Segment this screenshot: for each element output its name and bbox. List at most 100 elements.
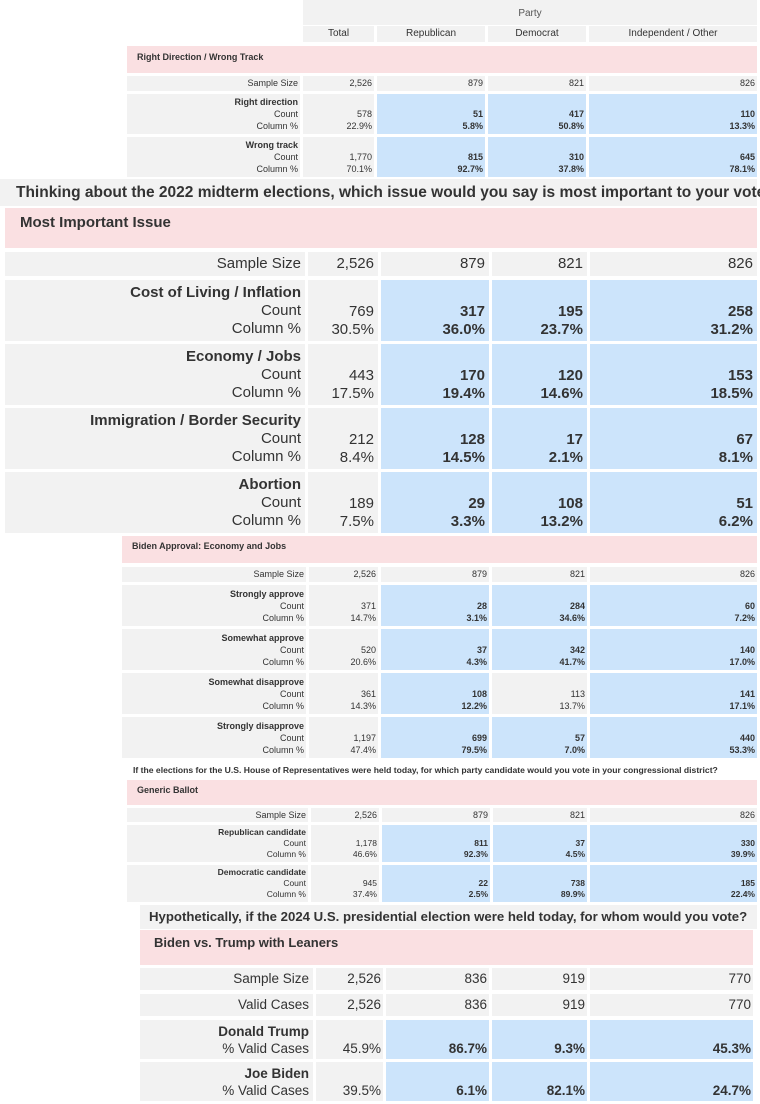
cell: 45.3% — [590, 1020, 753, 1059]
pct-label: Column % — [231, 447, 301, 465]
cell: 108 13.2% — [492, 472, 587, 533]
cell: 879 — [377, 76, 485, 91]
cell: 86.7% — [386, 1020, 489, 1059]
sample-size-label: Sample Size — [140, 968, 313, 990]
cell: 826 — [590, 252, 757, 276]
cell: 310 37.8% — [488, 137, 586, 177]
cell: 645 78.1% — [589, 137, 757, 177]
row-title: Economy / Jobs — [185, 347, 301, 365]
sample-size-label: Sample Size — [122, 567, 306, 582]
row-title: Abortion — [238, 475, 301, 493]
row-label: Donald Trump% Valid Cases — [140, 1020, 313, 1059]
cell: 770 — [590, 994, 753, 1016]
cell: 51 5.8% — [377, 94, 485, 134]
cell: 185 22.4% — [590, 865, 757, 902]
table-title: Biden Approval: Economy and Jobs — [122, 536, 757, 563]
cell: 417 50.8% — [488, 94, 586, 134]
cell: 37 4.5% — [493, 825, 587, 862]
cell: 770 — [590, 968, 753, 990]
cell: 17 2.1% — [492, 408, 587, 469]
row-label: Economy / Jobs Count Column % — [5, 344, 305, 405]
row-label: Immigration / Border Security Count Colu… — [5, 408, 305, 469]
col-header-republican: Republican — [377, 26, 485, 42]
cell: 879 — [381, 567, 489, 582]
question-text: Thinking about the 2022 midterm election… — [0, 179, 760, 206]
cell: 128 14.5% — [381, 408, 489, 469]
cell: 879 — [382, 808, 490, 822]
cell: 2,526 — [316, 994, 383, 1016]
cell: 189 7.5% — [308, 472, 378, 533]
cell: 22 2.5% — [382, 865, 490, 902]
cell: 212 8.4% — [308, 408, 378, 469]
cell: 1,178 46.6% — [311, 825, 379, 862]
cell: 578 22.9% — [303, 94, 374, 134]
cell: 195 23.7% — [492, 280, 587, 341]
count-label: Count — [260, 301, 301, 319]
cell: 821 — [492, 252, 587, 276]
cell: 9.3% — [492, 1020, 587, 1059]
cell: 919 — [492, 994, 587, 1016]
cell: 443 17.5% — [308, 344, 378, 405]
cell: 2,526 — [316, 968, 383, 990]
cell: 1,770 70.1% — [303, 137, 374, 177]
cell: 140 17.0% — [590, 629, 757, 670]
row-label: Strongly approve Count Column % — [122, 585, 306, 626]
cell: 945 37.4% — [311, 865, 379, 902]
row-title: Right direction — [234, 97, 299, 107]
cell: 811 92.3% — [382, 825, 490, 862]
cell: 361 14.3% — [309, 673, 378, 714]
row-label: Democratic candidate Count Column % — [127, 865, 308, 902]
sample-size-label: Sample Size — [127, 76, 300, 91]
party-header: Party — [303, 0, 757, 25]
row-title: Cost of Living / Inflation — [130, 283, 301, 301]
count-label: Count — [260, 365, 301, 383]
cell: 24.7% — [590, 1062, 753, 1101]
table-title: Generic Ballot — [127, 780, 757, 805]
table-title: Biden vs. Trump with Leaners — [140, 930, 753, 965]
cell: 371 14.7% — [309, 585, 378, 626]
row-label: Cost of Living / Inflation Count Column … — [5, 280, 305, 341]
cell: 120 14.6% — [492, 344, 587, 405]
row-label: Republican candidate Count Column % — [127, 825, 308, 862]
cell: 821 — [493, 808, 587, 822]
cell: 141 17.1% — [590, 673, 757, 714]
question-text: Hypothetically, if the 2024 U.S. preside… — [140, 905, 757, 929]
cell: 815 92.7% — [377, 137, 485, 177]
pct-label: Column % — [231, 319, 301, 337]
pct-label: Column % — [231, 511, 301, 529]
row-label: Somewhat disapprove Count Column % — [122, 673, 306, 714]
count-label: Count — [273, 109, 298, 119]
cell: 836 — [386, 994, 489, 1016]
cell: 39.5% — [316, 1062, 383, 1101]
row-title: Immigration / Border Security — [90, 411, 301, 429]
cell: 110 13.3% — [589, 94, 757, 134]
row-label: Wrong track Count Column % — [127, 137, 300, 177]
cell: 113 13.7% — [492, 673, 587, 714]
cell: 769 30.5% — [308, 280, 378, 341]
cell: 2,526 — [303, 76, 374, 91]
cell: 2,526 — [311, 808, 379, 822]
row-label: Somewhat approve Count Column % — [122, 629, 306, 670]
row-title: Wrong track — [245, 140, 298, 150]
cell: 520 20.6% — [309, 629, 378, 670]
cell: 317 36.0% — [381, 280, 489, 341]
cell: 51 6.2% — [590, 472, 757, 533]
cell: 440 53.3% — [590, 717, 757, 758]
row-label: Strongly disapprove Count Column % — [122, 717, 306, 758]
cell: 67 8.1% — [590, 408, 757, 469]
cell: 1,197 47.4% — [309, 717, 378, 758]
cell: 153 18.5% — [590, 344, 757, 405]
cell: 2,526 — [308, 252, 378, 276]
row-label: Joe Biden% Valid Cases — [140, 1062, 313, 1101]
cell: 330 39.9% — [590, 825, 757, 862]
cell: 170 19.4% — [381, 344, 489, 405]
pct-label: Column % — [256, 164, 298, 174]
cell: 826 — [590, 808, 757, 822]
question-text: If the elections for the U.S. House of R… — [133, 765, 718, 775]
count-label: Count — [273, 152, 298, 162]
count-label: Count — [260, 429, 301, 447]
pct-label: Column % — [231, 383, 301, 401]
cell: 738 89.9% — [493, 865, 587, 902]
table-title: Right Direction / Wrong Track — [127, 46, 757, 73]
row-label: Abortion Count Column % — [5, 472, 305, 533]
